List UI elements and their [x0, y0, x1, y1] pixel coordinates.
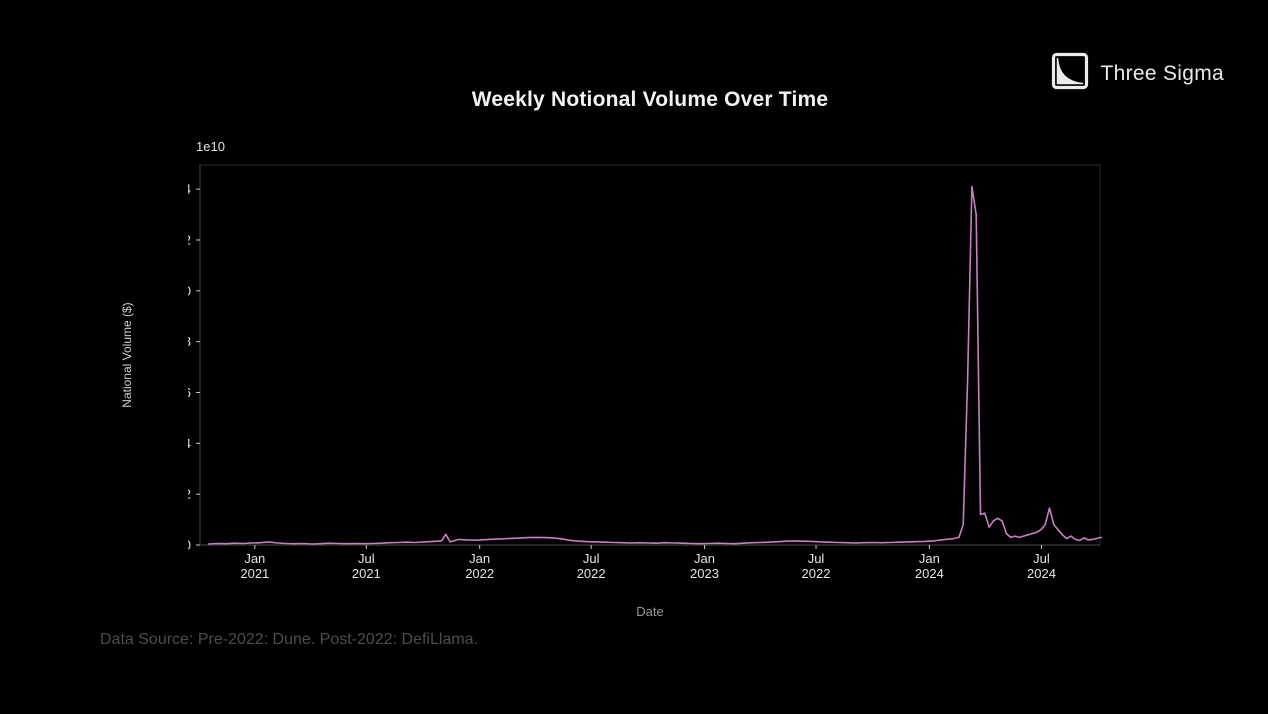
- x-tick-label-year: 2024: [915, 566, 944, 581]
- x-tick-label-year: 2022: [577, 566, 606, 581]
- x-tick-label-month: Jul: [358, 551, 375, 566]
- x-tick-label-year: 2022: [802, 566, 831, 581]
- data-source-note: Data Source: Pre-2022: Dune. Post-2022: …: [100, 631, 478, 648]
- x-tick-label-month: Jan: [694, 551, 715, 566]
- volume-line-series: [207, 185, 1103, 545]
- x-tick-label-month: Jan: [244, 551, 265, 566]
- x-tick-label-month: Jul: [583, 551, 600, 566]
- y-tick-label: 1.0: [188, 283, 191, 298]
- x-tick-label-year: 2021: [352, 566, 381, 581]
- y-tick-label: 1.2: [188, 232, 191, 247]
- brand-name: Three Sigma: [1100, 61, 1224, 85]
- x-tick-label-month: Jul: [808, 551, 825, 566]
- y-tick-label: 0.4: [188, 436, 191, 451]
- y-tick-label: 0.6: [188, 385, 191, 400]
- x-tick-label-month: Jul: [1033, 551, 1050, 566]
- x-tick-label-year: 2023: [690, 566, 719, 581]
- brand-logo: Three Sigma: [1051, 52, 1224, 95]
- line-chart-plot-area: 0.00.20.40.60.81.01.21.4Jan2021Jul2021Ja…: [188, 164, 1103, 581]
- y-axis-offset-label: 1e10: [196, 139, 225, 154]
- y-tick-label: 1.4: [188, 182, 191, 197]
- y-axis-title: National Volume ($): [120, 302, 134, 408]
- x-tick-label-year: 2021: [240, 566, 269, 581]
- x-tick-label-year: 2024: [1027, 566, 1056, 581]
- x-tick-label-month: Jan: [469, 551, 490, 566]
- y-tick-label: 0.0: [188, 538, 191, 553]
- y-tick-label: 0.8: [188, 334, 191, 349]
- y-tick-label: 0.2: [188, 487, 191, 502]
- x-tick-label-month: Jan: [919, 551, 940, 566]
- three-sigma-logo-icon: [1051, 52, 1089, 95]
- x-axis-title: Date: [636, 604, 664, 619]
- chart-title: Weekly Notional Volume Over Time: [471, 88, 829, 111]
- x-tick-label-year: 2022: [465, 566, 494, 581]
